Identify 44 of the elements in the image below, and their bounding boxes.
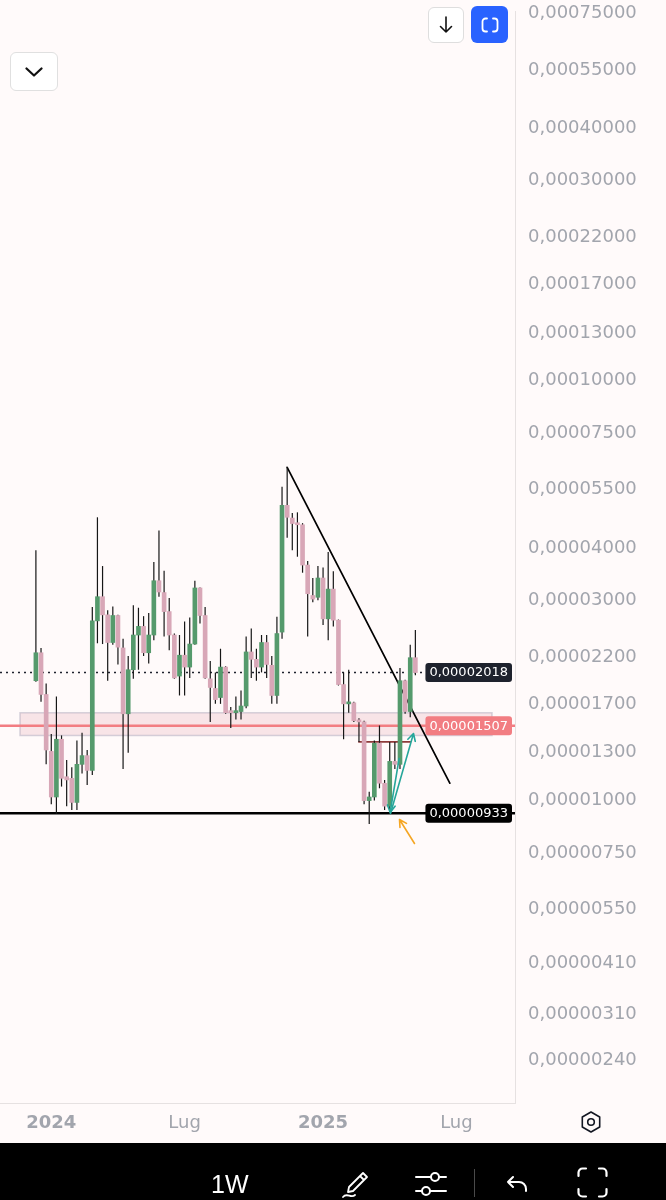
candlestick xyxy=(413,629,418,676)
y-tick-label: 0,00001000 xyxy=(528,788,637,810)
y-tick-label: 0,00001700 xyxy=(528,691,637,713)
y-tick-label: 0,00040000 xyxy=(528,115,637,137)
y-tick-label: 0,00010000 xyxy=(528,368,637,390)
candlestick xyxy=(146,612,152,665)
y-tick-label: 0,00000240 xyxy=(528,1048,637,1070)
y-tick-label: 0,00003000 xyxy=(528,587,637,609)
y-tick-label: 0,00017000 xyxy=(528,271,637,293)
y-tick-label: 0,00004000 xyxy=(528,535,637,557)
candlestick xyxy=(213,671,218,705)
candlestick xyxy=(84,749,90,786)
y-tick-label: 0,00007500 xyxy=(528,420,637,442)
x-tick-label: Lug xyxy=(168,1110,201,1132)
x-tick-label: Lug xyxy=(440,1110,473,1132)
toolbar: 1W xyxy=(0,1143,666,1200)
x-tick-label: 2025 xyxy=(298,1110,349,1132)
ref-line-label: 0,00001507 xyxy=(429,717,509,733)
ref-line-label: 0,00002018 xyxy=(429,664,509,680)
candlestick xyxy=(264,634,269,679)
candlestick xyxy=(187,616,193,679)
y-tick-label: 0,00001300 xyxy=(528,740,637,762)
candlestick xyxy=(366,791,372,825)
y-tick-label: 0,00000750 xyxy=(528,840,637,862)
y-tick-label: 0,00055000 xyxy=(528,57,637,79)
y-tick-label: 0,00002200 xyxy=(528,644,637,666)
candlestick xyxy=(100,565,105,645)
candlestick xyxy=(182,620,187,697)
y-tick-label: 0,00000550 xyxy=(528,897,637,919)
y-tick-label: 0,00022000 xyxy=(528,224,637,246)
candlestick xyxy=(207,660,213,723)
x-tick-label: 2024 xyxy=(26,1110,77,1132)
y-tick-label: 0,00030000 xyxy=(528,168,637,190)
candlestick xyxy=(136,607,141,671)
candlestick xyxy=(310,577,316,603)
candlestick xyxy=(177,634,182,697)
y-tick-label: 0,00005500 xyxy=(528,477,637,499)
candlestick xyxy=(392,741,398,770)
y-tick-label: 0,00013000 xyxy=(528,320,637,342)
y-tick-label: 0,00000310 xyxy=(528,1001,637,1023)
candlestick xyxy=(233,695,239,721)
ref-line-label: 0,00000933 xyxy=(429,805,509,821)
y-tick-label: 0,00000410 xyxy=(528,950,637,972)
y-tick-label: 0,00075000 xyxy=(528,1,637,23)
